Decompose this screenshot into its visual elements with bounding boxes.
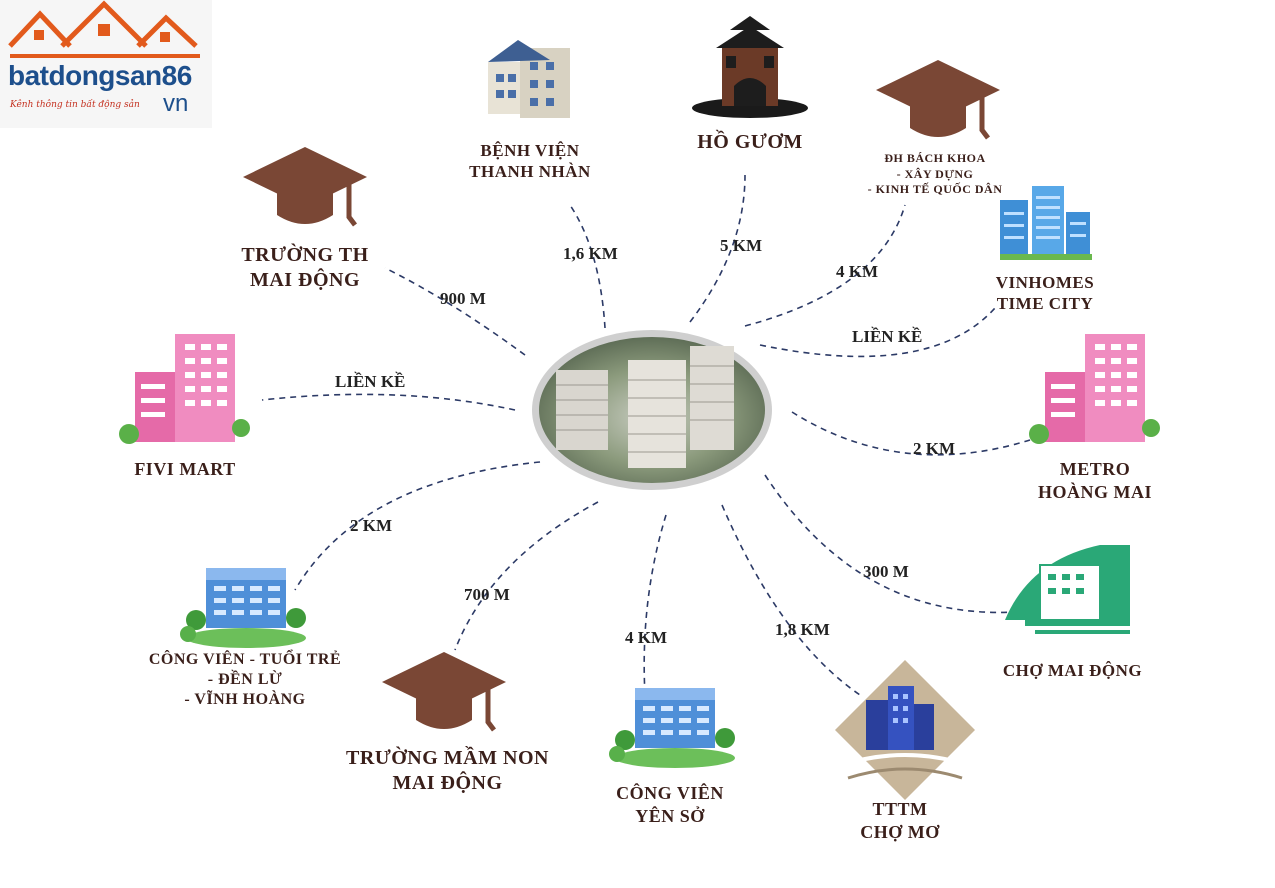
mall-icon [835, 660, 975, 800]
market-icon [1005, 545, 1130, 634]
label-cho-mai: CHỢ MAI ĐỘNG [1002, 661, 1143, 680]
label-benh-vien: BỆNH VIỆN THANH NHÀN [469, 141, 591, 182]
brand-suffix: vn [163, 90, 189, 117]
distance-vinhomes: LIỀN KỀ [852, 327, 923, 346]
hospital-building-icon [488, 40, 570, 118]
label-cong-vien-tuoi-tre: CÔNG VIÊN - TUỔI TRẺ - ĐỀN LỪ - VĨNH HOÀ… [148, 651, 342, 708]
distance-cho-mai: 300 M [863, 562, 909, 581]
brand-name: batdongsan86 [8, 60, 192, 91]
school-cap-icon [243, 147, 367, 225]
distance-truong-th: 900 M [440, 289, 486, 308]
label-dh: ĐH BÁCH KHOA - XÂY DỰNG - KINH TẾ QUỐC D… [867, 151, 1003, 197]
distance-cong-vien-tuoi-tre: 2 KM [350, 516, 393, 535]
connector-cho-mai [764, 474, 1016, 614]
label-metro: METRO HOÀNG MAI [1038, 459, 1152, 502]
connector-cho-mo [721, 504, 861, 696]
cong-vien-yen-so-icon [609, 688, 735, 768]
metro-building-icon [1029, 334, 1160, 444]
cong-vien-tuoi-tre-icon [180, 568, 306, 648]
brand-logo[interactable]: batdongsan86 Kênh thông tin bất động sản… [0, 0, 212, 128]
brand-tagline: Kênh thông tin bất động sản [10, 100, 140, 110]
connector-truong-th [384, 267, 526, 356]
connector-vinhomes [759, 307, 996, 358]
label-yen-so: CÔNG VIÊN YÊN SỞ [616, 783, 724, 826]
distance-ho-guom: 5 KM [720, 236, 763, 255]
turtle-tower-icon [692, 16, 808, 118]
label-truong-th: TRƯỜNG TH MAI ĐỘNG [241, 244, 369, 291]
label-ho-guom: HỒ GƯƠM [697, 131, 803, 153]
fivi-mart-building-icon [119, 334, 250, 444]
label-mam-non: TRƯỜNG MẦM NON MAI ĐỘNG [346, 747, 549, 794]
distance-benh-vien: 1,6 KM [563, 244, 618, 263]
connector-mam-non [454, 501, 599, 651]
university-cap-icon [876, 60, 1000, 138]
connector-metro [791, 411, 1031, 456]
connector-cong-vien-tuoi-tre [294, 461, 541, 591]
house-roof-icon [8, 0, 200, 58]
distance-cho-mo: 1,8 KM [775, 620, 830, 639]
connector-dh [744, 204, 906, 327]
distance-yen-so: 4 KM [625, 628, 668, 647]
distance-fivi: LIỀN KỀ [335, 372, 406, 391]
connector-fivi [261, 393, 516, 411]
kindergarten-cap-icon [382, 652, 506, 730]
distance-dh: 4 KM [836, 262, 879, 281]
connector-benh-vien [569, 204, 606, 329]
label-vinhomes: VINHOMES TIME CITY [995, 273, 1095, 314]
distance-mam-non: 700 M [464, 585, 510, 604]
connector-yen-so [643, 514, 667, 696]
distance-metro: 2 KM [913, 439, 956, 458]
vinhomes-towers-icon [1000, 186, 1092, 260]
label-fivi: FIVI MART [134, 459, 236, 479]
label-cho-mo: TTTM CHỢ MƠ [860, 799, 940, 842]
tower-buildings [556, 346, 734, 468]
